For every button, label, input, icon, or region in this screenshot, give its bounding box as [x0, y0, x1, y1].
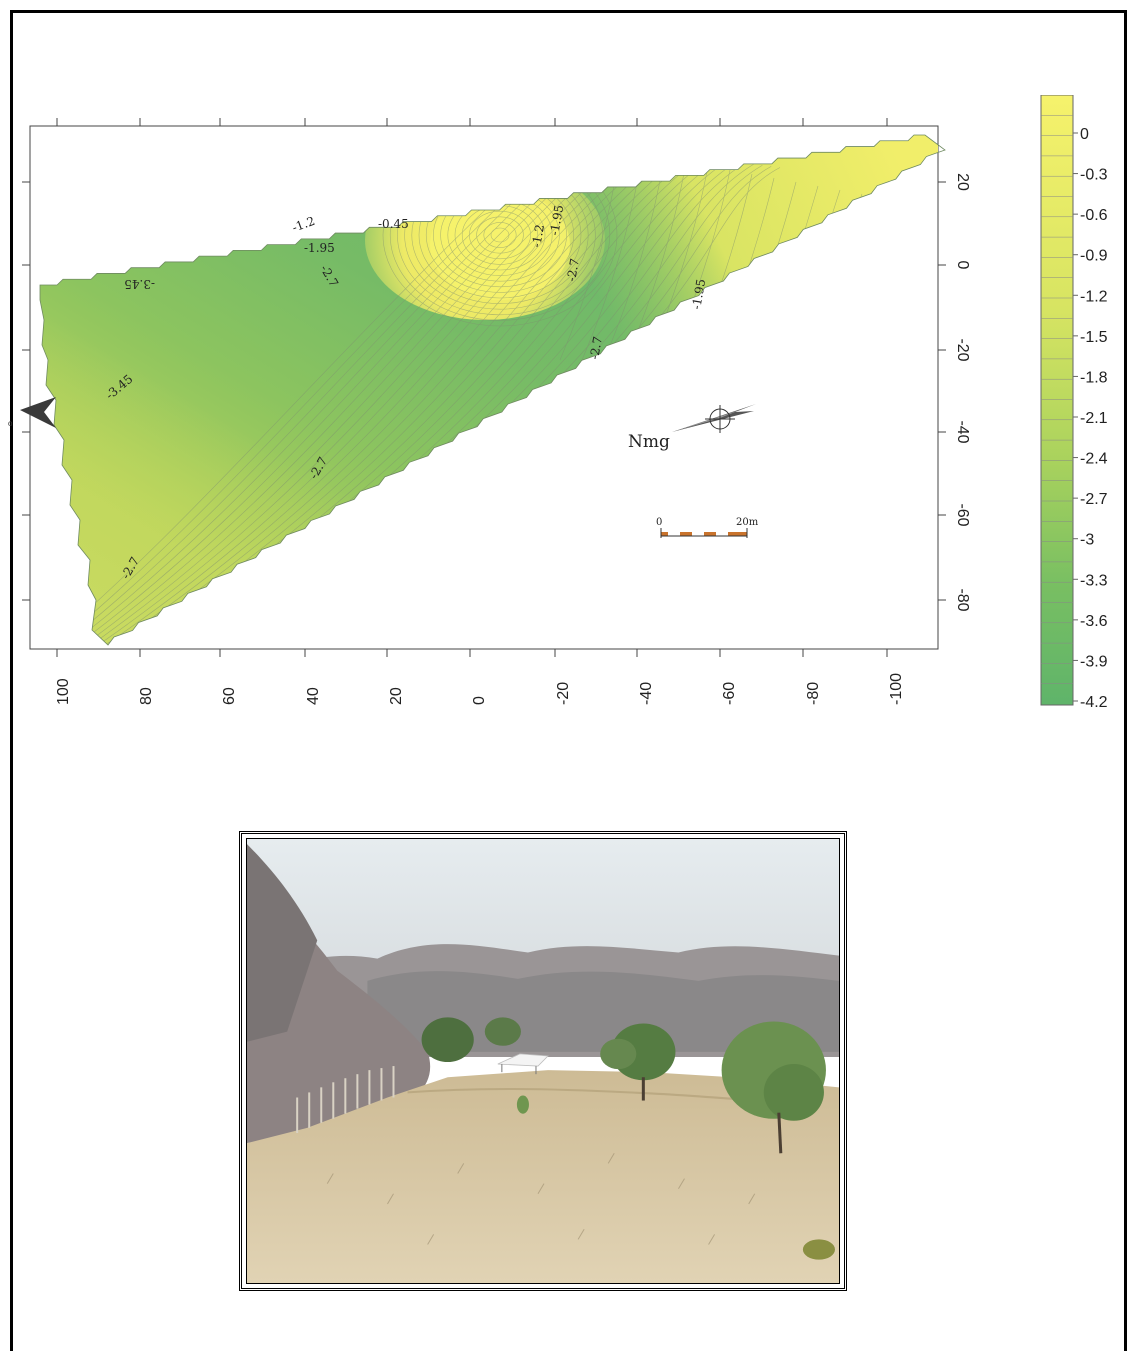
x-axis-tick-label: 80 — [138, 687, 155, 705]
legend-tick-label: -0.3 — [1080, 167, 1108, 184]
contour-value-label: -0.45 — [378, 217, 409, 231]
photo-shrub-left — [421, 1017, 474, 1063]
legend-tick-label: -1.8 — [1080, 369, 1108, 386]
legend-tick-label: -2.7 — [1080, 491, 1108, 508]
site-photo-frame — [239, 831, 847, 1291]
legend-tick-label: -3.9 — [1080, 653, 1108, 670]
legend-tick-label: -3.3 — [1080, 572, 1108, 589]
x-axis-tick-label: 20 — [388, 687, 405, 705]
legend-tick-label: -3 — [1080, 532, 1094, 549]
scale-bar-end: 20m — [736, 517, 759, 528]
y-axis-tick-label: -60 — [954, 503, 971, 526]
legend-colorbar — [1040, 95, 1074, 706]
axis-ticks — [22, 118, 946, 657]
photo-fence — [296, 1066, 395, 1133]
x-axis-labels: 100 80 60 40 20 0 -20 -40 -60 -80 -100 — [55, 673, 905, 705]
plot-frame — [29, 125, 939, 650]
legend-tick-label: -0.9 — [1080, 248, 1108, 265]
legend-tick-label: 0 — [1080, 126, 1089, 143]
legend-tick-label: -1.2 — [1080, 288, 1108, 305]
y-axis-labels: 20 0 -20 -40 -60 -80 — [954, 173, 971, 612]
legend-tick-label: -3.6 — [1080, 613, 1108, 630]
y-axis-tick-label: -20 — [954, 338, 971, 361]
north-arrow-icon — [672, 404, 756, 433]
x-axis-tick-label: 40 — [305, 687, 322, 705]
y-axis-tick-label: 20 — [954, 173, 971, 191]
legend-tick-label: -2.4 — [1080, 451, 1108, 468]
x-axis-tick-label: -40 — [638, 682, 655, 705]
x-axis-tick-label: -100 — [888, 673, 905, 705]
legend-tick-label: -4.2 — [1080, 694, 1108, 711]
north-label: Nmg — [628, 432, 670, 452]
map-outline — [39, 134, 946, 646]
x-axis-tick-label: -80 — [805, 682, 822, 705]
x-axis-tick-label: 100 — [55, 678, 72, 705]
y-axis-tick-label: -80 — [954, 588, 971, 611]
x-axis-tick-label: 60 — [221, 687, 238, 705]
y-axis-tick-label: 0 — [954, 261, 971, 270]
scale-bar: 0 20m — [656, 517, 759, 538]
photo-ground — [247, 1070, 839, 1283]
contour-value-label: -2.7 — [587, 335, 605, 360]
x-axis-tick-label: 0 — [471, 696, 488, 705]
legend-tick-label: -1.5 — [1080, 329, 1108, 346]
photo-tent — [497, 1053, 549, 1075]
contour-value-label: -3.45 — [124, 277, 155, 291]
x-axis-tick-label: -20 — [555, 682, 572, 705]
contour-lines — [40, 139, 907, 645]
y-axis-tick-label: -40 — [954, 420, 971, 443]
contour-value-label: -1.95 — [547, 204, 566, 237]
contour-map: 100 80 60 40 20 0 -20 -40 -60 -80 -100 20 0 -20 -40 -6… — [8, 118, 971, 705]
color-legend: 0 -0.3 -0.6 -0.9 -1.2 -1.5 -1.8 -2.1 -2.4 -2.7 -3 -… — [1040, 95, 1108, 711]
entry-arrow-icon: o — [8, 397, 56, 428]
svg-text:o: o — [8, 419, 13, 428]
contour-surface — [40, 135, 938, 645]
legend-tick-label: -2.1 — [1080, 410, 1108, 427]
contour-value-label: -1.95 — [689, 278, 708, 311]
contour-value-label: -1.2 — [529, 223, 547, 248]
scale-bar-start: 0 — [656, 517, 662, 528]
site-photo — [246, 838, 840, 1284]
x-axis-tick-label: -60 — [721, 682, 738, 705]
contour-value-label: -1.2 — [290, 214, 317, 235]
legend-tick-label: -0.6 — [1080, 207, 1108, 224]
page-border — [10, 10, 1127, 1351]
contour-value-label: -1.95 — [304, 241, 335, 255]
contour-value-label: -2.7 — [564, 257, 582, 282]
